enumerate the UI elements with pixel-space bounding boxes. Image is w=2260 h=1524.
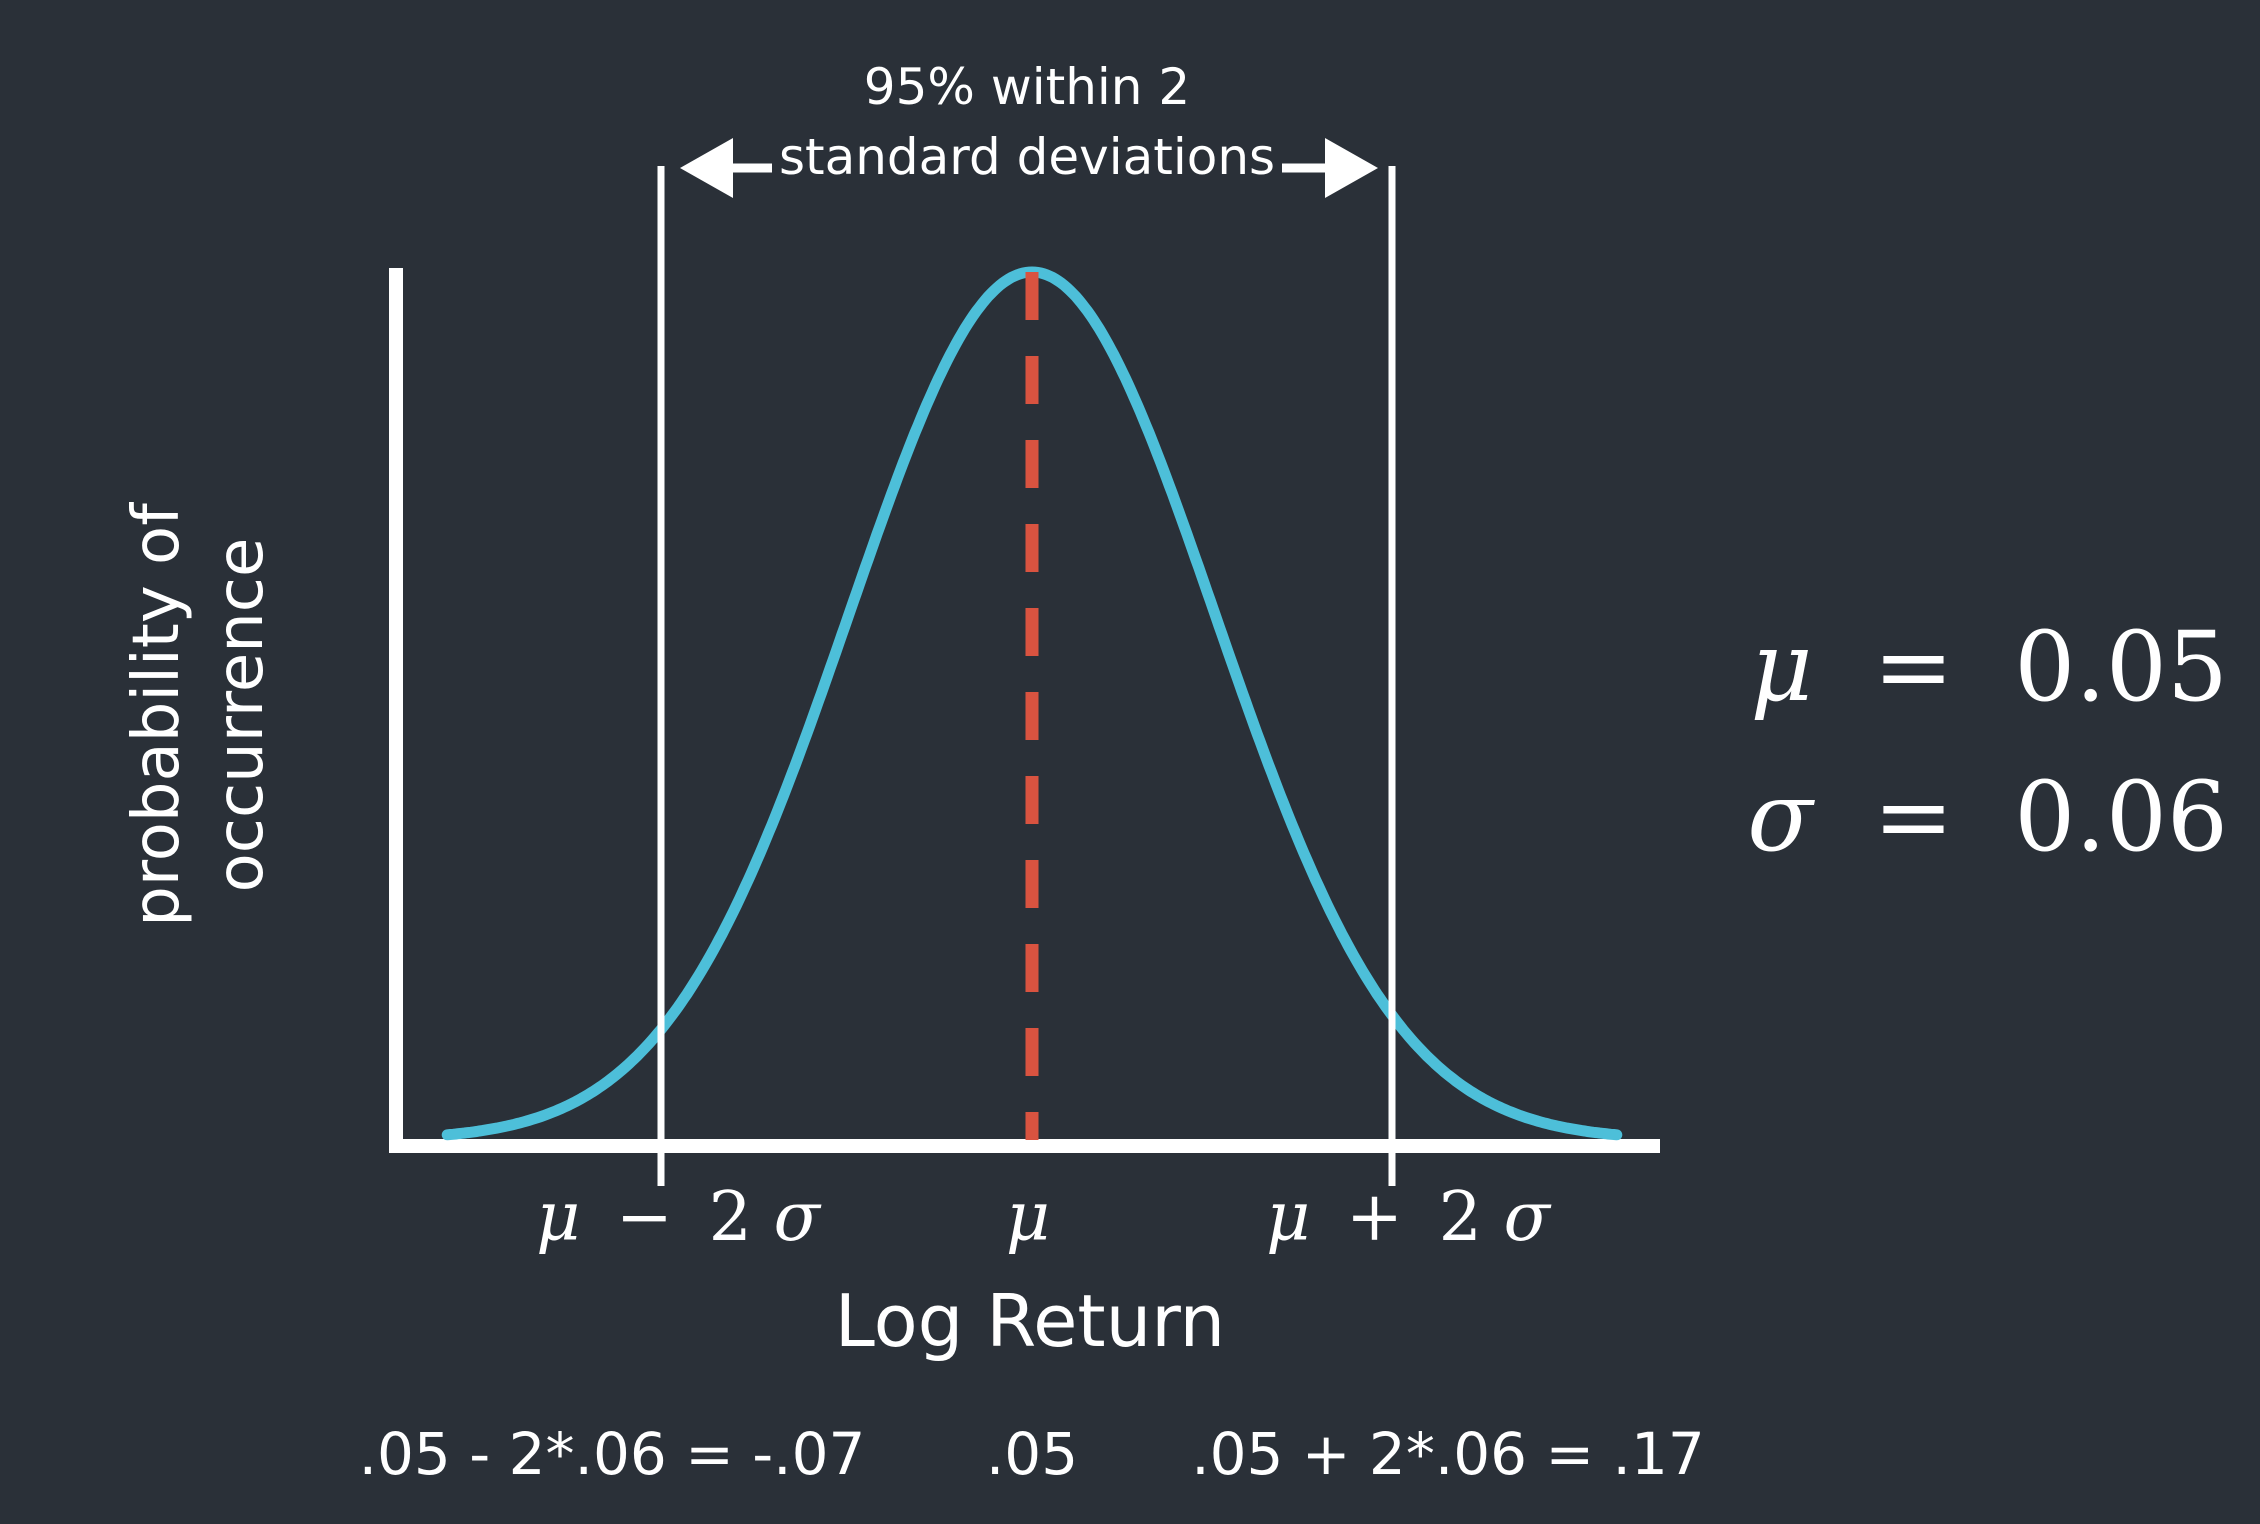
computed-center-value: .05 [986,1420,1078,1488]
tick-right-op: + [1346,1178,1403,1257]
tick-left-op: − [616,1178,673,1257]
tick-label-plus-two-sigma: μ + 2 σ [1266,1178,1551,1257]
mu-parameter: μ = 0.05 [1750,611,2228,723]
mu-symbol: μ [1750,611,1812,723]
computed-right-value: .05 + 2*.06 = .17 [1191,1420,1705,1488]
range-arrow-left-head [680,138,733,198]
computed-left-value: .05 - 2*.06 = -.07 [359,1420,866,1488]
sigma-equals: = [1873,761,1953,873]
tick-right-two: 2 [1439,1178,1482,1257]
mu-equals: = [1873,611,1953,723]
tick-left-two: 2 [709,1178,752,1257]
annotation-line2: standard deviations [779,128,1275,186]
annotation-line1: 95% within 2 [864,58,1190,116]
x-axis-label: Log Return [835,1279,1225,1363]
range-arrow-right-head [1325,138,1378,198]
tick-left-mu: μ [536,1178,580,1257]
sigma-value: 0.06 [2014,761,2228,873]
tick-label-minus-two-sigma: μ − 2 σ [536,1178,821,1257]
y-axis-label: probability of occurrence [120,502,278,927]
mu-value: 0.05 [2014,611,2228,723]
sigma-symbol: σ [1747,761,1815,873]
tick-label-mu: μ [1006,1178,1050,1257]
tick-right-mu: μ [1266,1178,1310,1257]
range-arrow [680,138,1378,198]
y-axis-label-line2: occurrence [204,538,278,893]
tick-left-sigma: σ [773,1178,821,1257]
y-axis-label-line1: probability of [120,502,194,927]
tick-right-sigma: σ [1503,1178,1551,1257]
sigma-parameter: σ = 0.06 [1747,761,2228,873]
